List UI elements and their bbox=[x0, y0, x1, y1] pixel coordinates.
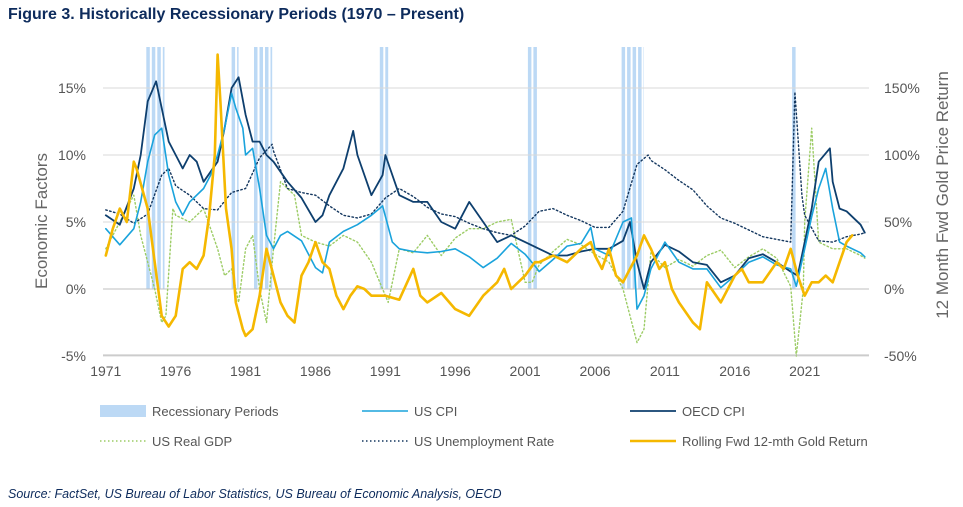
recession-stripe bbox=[146, 47, 150, 289]
legend-label: Rolling Fwd 12-mth Gold Return bbox=[682, 434, 868, 449]
legend-item: US Real GDP bbox=[100, 434, 232, 449]
y-tick-label: 0% bbox=[66, 281, 86, 297]
x-axis-ticks: 1971 1976 1981 1986 1991 1996 2001 2006 2011 2016… bbox=[90, 363, 820, 379]
recession-stripe bbox=[162, 47, 165, 289]
source-note: Source: FactSet, US Bureau of Labor Stat… bbox=[8, 487, 502, 501]
recession-stripe bbox=[157, 47, 161, 289]
recession-band bbox=[379, 47, 389, 289]
y-tick-label: 5% bbox=[66, 214, 86, 230]
legend-label: US CPI bbox=[414, 404, 457, 419]
legend-label: OECD CPI bbox=[682, 404, 745, 419]
legend-item: OECD CPI bbox=[630, 404, 745, 419]
legend-item: Recessionary Periods bbox=[100, 404, 279, 419]
recession-stripe bbox=[527, 47, 532, 289]
legend-item: Rolling Fwd 12-mth Gold Return bbox=[630, 434, 868, 449]
x-tick-label: 2021 bbox=[789, 363, 820, 379]
x-tick-label: 1996 bbox=[440, 363, 471, 379]
gold-return-line bbox=[104, 53, 854, 338]
recession-band bbox=[621, 47, 644, 289]
recession-band bbox=[146, 47, 165, 289]
recession-stripe bbox=[270, 47, 273, 289]
y2-tick-label: 50% bbox=[884, 214, 912, 230]
y2-axis-title: 12 Month Fwd Gold Price Return bbox=[933, 71, 952, 319]
grid-lines bbox=[103, 87, 869, 357]
x-tick-label: 1981 bbox=[230, 363, 261, 379]
y-axis-title: Economic Factors bbox=[32, 153, 51, 289]
recession-stripe bbox=[259, 47, 263, 289]
recession-stripe bbox=[632, 47, 637, 289]
legend-label: US Real GDP bbox=[152, 434, 232, 449]
recession-stripe bbox=[385, 47, 389, 289]
chart: -5% 0% 5% 10% 15% -50% 0% 50% 100% 150% 1971 1976… bbox=[32, 47, 952, 449]
legend-swatch bbox=[100, 405, 146, 417]
x-tick-label: 1971 bbox=[90, 363, 121, 379]
recession-band bbox=[231, 47, 239, 289]
y-tick-label: 10% bbox=[58, 147, 86, 163]
recession-stripe bbox=[638, 47, 642, 289]
legend-label: Recessionary Periods bbox=[152, 404, 279, 419]
x-tick-label: 1991 bbox=[370, 363, 401, 379]
y2-tick-label: 100% bbox=[884, 147, 920, 163]
us-cpi-line bbox=[105, 92, 866, 310]
recession-stripe bbox=[265, 47, 269, 289]
legend-item: US CPI bbox=[362, 404, 457, 419]
recession-stripe bbox=[151, 47, 156, 289]
left-axis-ticks: -5% 0% 5% 10% 15% bbox=[58, 80, 86, 364]
series-lines bbox=[104, 53, 866, 357]
recession-stripe bbox=[533, 47, 537, 289]
right-axis-ticks: -50% 0% 50% 100% 150% bbox=[884, 80, 920, 364]
y2-tick-label: -50% bbox=[884, 348, 917, 364]
x-tick-label: 2011 bbox=[650, 363, 680, 379]
y-tick-label: -5% bbox=[61, 348, 86, 364]
x-tick-label: 2001 bbox=[510, 363, 541, 379]
recession-stripe bbox=[379, 47, 384, 289]
x-tick-label: 1976 bbox=[160, 363, 191, 379]
legend-label: US Unemployment Rate bbox=[414, 434, 554, 449]
oecd-cpi-line bbox=[104, 76, 866, 290]
us-real-gdp-line bbox=[105, 127, 866, 357]
recession-stripe bbox=[621, 47, 626, 289]
recession-stripe bbox=[237, 47, 239, 289]
recession-band bbox=[792, 47, 796, 289]
recession-band bbox=[527, 47, 537, 289]
x-tick-label: 2016 bbox=[719, 363, 750, 379]
y2-tick-label: 150% bbox=[884, 80, 920, 96]
x-tick-label: 2006 bbox=[579, 363, 610, 379]
recession-stripe bbox=[792, 47, 796, 289]
recession-stripe bbox=[627, 47, 631, 289]
legend-item: US Unemployment Rate bbox=[362, 434, 554, 449]
x-tick-label: 1986 bbox=[300, 363, 331, 379]
y-tick-label: 15% bbox=[58, 80, 86, 96]
recession-bands bbox=[146, 47, 796, 289]
chart-title: Figure 3. Historically Recessionary Peri… bbox=[8, 6, 465, 23]
legend: Recessionary Periods US CPI OECD CPI US Rea… bbox=[100, 404, 868, 449]
us-unemployment-line bbox=[105, 91, 866, 243]
y2-tick-label: 0% bbox=[884, 281, 904, 297]
recession-stripe bbox=[231, 47, 236, 289]
